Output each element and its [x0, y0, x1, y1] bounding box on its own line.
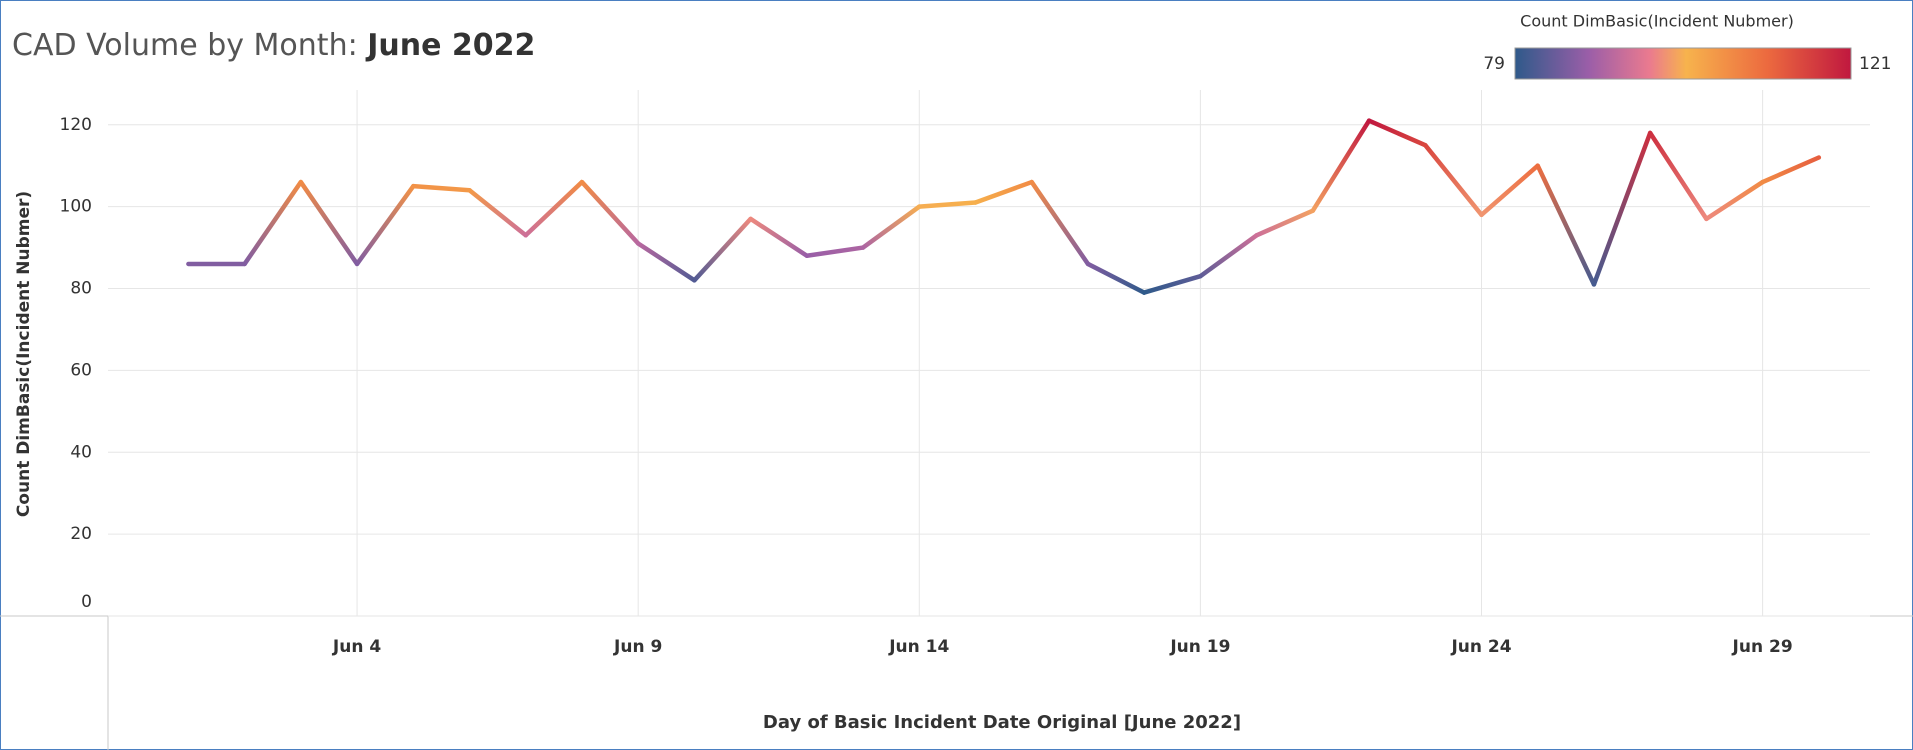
- line-segment: [1423, 142, 1484, 218]
- legend-min-label: 79: [1483, 54, 1505, 74]
- line-segment: [804, 245, 866, 258]
- line-segment: [1647, 130, 1709, 222]
- title-text: CAD Volume by Month:: [12, 28, 358, 63]
- x-tick-label: Jun 9: [613, 637, 662, 657]
- line-segment: [298, 179, 360, 267]
- line-segment: [973, 179, 1034, 205]
- line-segment: [242, 179, 304, 267]
- line-segment: [579, 179, 641, 246]
- x-tick-label: Jun 19: [1169, 637, 1230, 657]
- x-tick-label: Jun 4: [332, 637, 381, 657]
- chart-title: CAD Volume by Month: June 2022: [12, 28, 535, 63]
- x-tick-label: Jun 14: [888, 637, 949, 657]
- title-highlight: June 2022: [365, 28, 535, 63]
- x-tick-label: Jun 29: [1732, 637, 1793, 657]
- line-segment: [1366, 118, 1428, 148]
- y-tick-label: 0: [81, 592, 92, 612]
- line-segment: [1141, 273, 1203, 295]
- line-segment: [692, 216, 753, 283]
- line-segment: [635, 241, 697, 283]
- line-segment: [1254, 208, 1316, 238]
- line-segment: [917, 200, 978, 209]
- y-tick-label: 20: [70, 524, 92, 544]
- y-tick-label: 100: [60, 197, 92, 217]
- line-segment: [1704, 179, 1765, 222]
- y-tick-label: 60: [70, 360, 92, 380]
- y-tick-label: 80: [70, 279, 92, 299]
- line-segment: [1479, 163, 1540, 218]
- line-segment: [1310, 118, 1372, 213]
- line-segment: [411, 183, 472, 193]
- y-tick-label: 40: [70, 442, 92, 462]
- line-segment: [523, 179, 585, 238]
- line-segment: [1591, 130, 1653, 287]
- line-segment: [1535, 163, 1597, 287]
- line-segment: [860, 204, 922, 250]
- legend-title: Count DimBasic(Incident Nubmer): [1520, 12, 1794, 31]
- line-segment: [748, 216, 810, 258]
- line-segment: [1029, 179, 1091, 267]
- line-segment: [354, 183, 416, 267]
- legend-max-label: 121: [1859, 54, 1891, 74]
- color-legend-bar: [1514, 47, 1852, 80]
- y-tick-label: 120: [60, 115, 92, 135]
- line-segment: [1760, 155, 1822, 185]
- line-segment: [467, 188, 528, 238]
- x-tick-label: Jun 24: [1450, 637, 1511, 657]
- line-segment: [1198, 233, 1259, 279]
- x-axis-title: Day of Basic Incident Date Original [Jun…: [763, 712, 1241, 733]
- line-segment: [1085, 261, 1147, 295]
- y-axis-title: Count DimBasic(Incident Nubmer): [14, 191, 34, 517]
